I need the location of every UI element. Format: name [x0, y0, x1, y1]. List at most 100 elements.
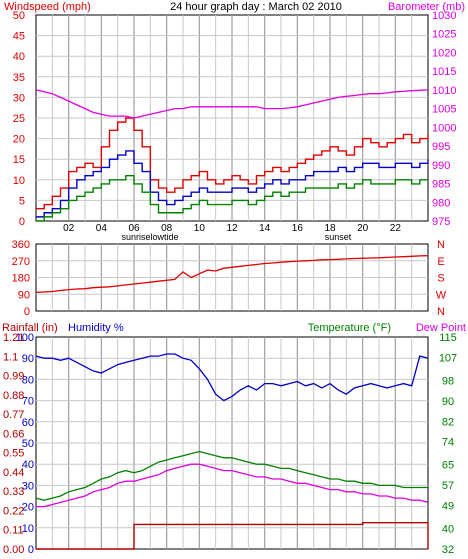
- sunset-label: sunset: [325, 232, 352, 242]
- wind-x-tick-label: 20: [357, 223, 369, 234]
- barometer-tick-label: 975: [432, 216, 450, 228]
- temperature-tick-label: 82: [442, 416, 454, 428]
- dewpoint-axis-title: Dew Point: [416, 322, 466, 334]
- barometer-tick-label: 995: [432, 141, 450, 153]
- windspeed-tick-label: 40: [13, 51, 25, 63]
- rainfall-tick-label: 0.88: [3, 390, 24, 402]
- windspeed-tick-label: 30: [13, 92, 25, 104]
- wind-x-tick-label: 16: [292, 223, 304, 234]
- barometer-tick-label: 1025: [432, 29, 456, 41]
- wind-wind-avg-line: [36, 150, 429, 218]
- direction-tick-label: 180: [12, 273, 30, 285]
- barometer-tick-label: 980: [432, 197, 450, 209]
- rainfall-tick-label: 0.11: [3, 525, 24, 537]
- humidity-tick-label: 90: [22, 353, 34, 365]
- wind-x-tick-label: 06: [128, 223, 140, 234]
- graph-title: 24 hour graph day : March 02 2010: [170, 1, 342, 13]
- compass-point-label: W: [436, 289, 447, 301]
- barometer-tick-label: 1005: [432, 104, 456, 116]
- wind-x-tick-label: 02: [63, 223, 75, 234]
- humidity-tick-label: 30: [22, 480, 34, 492]
- windspeed-tick-label: 25: [13, 113, 25, 125]
- wind-x-tick-label: 18: [324, 223, 336, 234]
- temperature-tick-label: 90: [442, 396, 454, 408]
- rainfall-tick-label: 1.1: [3, 351, 18, 363]
- direction-tick-label: 0: [24, 306, 30, 318]
- compass-point-label: S: [437, 273, 444, 285]
- wind-x-tick-label: 04: [96, 223, 108, 234]
- humidity-tick-label: 10: [22, 523, 34, 535]
- rainfall-tick-label: 0.00: [3, 544, 24, 556]
- sunrise-lowtide-label: sunriselowtide: [121, 232, 178, 242]
- barometer-tick-label: 1020: [432, 47, 456, 59]
- barometer-tick-label: 1000: [432, 122, 456, 134]
- wind-direction-panel: 0 N 90 W 180 S 270 E 360 N: [12, 239, 447, 318]
- humidity-tick-label: 20: [22, 502, 34, 514]
- compass-point-label: E: [437, 256, 444, 268]
- wind-wind-gust-line: [36, 117, 429, 210]
- barometer-tick-label: 1015: [432, 66, 456, 78]
- humidity-axis-title: Humidity %: [68, 322, 124, 334]
- humidity-temperature-panel: 0 10 20 30 40 50 60 70 80 90 100 0.00 0.11 0.22 0.33 0.…: [3, 332, 457, 556]
- rainfall-tick-label: 0.33: [3, 486, 24, 498]
- temperature-tick-label: 74: [442, 437, 454, 449]
- barometer-tick-label: 1030: [432, 10, 456, 22]
- rainfall-tick-label: 0.22: [3, 505, 24, 517]
- wind-x-tick-label: 08: [161, 223, 173, 234]
- barometer-tick-label: 1010: [432, 85, 456, 97]
- humidity-tick-label: 50: [22, 438, 34, 450]
- rainfall-tick-label: 0.66: [3, 428, 24, 440]
- rainfall-tick-label: 0.99: [3, 371, 24, 383]
- compass-point-label: N: [437, 306, 445, 318]
- temperature-tick-label: 115: [439, 332, 457, 344]
- wind-x-tick-label: 22: [390, 223, 402, 234]
- barometer-tick-label: 990: [432, 160, 450, 172]
- temperature-line: [35, 450, 428, 501]
- windspeed-tick-label: 5: [19, 195, 25, 207]
- rainfall-tick-label: 1.21: [3, 332, 24, 344]
- temperature-tick-label: 107: [439, 352, 457, 364]
- rainfall-tick-label: 0.44: [3, 467, 24, 479]
- windspeed-tick-label: 50: [13, 10, 25, 22]
- wind-wind-min-line: [36, 174, 428, 222]
- humidity-tick-label: 60: [22, 417, 34, 429]
- windspeed-tick-label: 10: [13, 175, 25, 187]
- rainfall-tick-label: 0.55: [3, 448, 24, 460]
- windspeed-axis-title: Windspeed (mph): [4, 1, 91, 13]
- windspeed-tick-label: 0: [19, 216, 25, 228]
- rainfall-tick-label: 0.77: [3, 409, 24, 421]
- wind-x-tick-label: 10: [194, 223, 206, 234]
- humidity-tick-label: 0: [28, 544, 34, 556]
- barometer-line: [35, 89, 429, 119]
- wind-x-tick-label: 12: [226, 223, 238, 234]
- temperature-tick-label: 32: [442, 544, 454, 556]
- temperature-tick-label: 40: [442, 524, 454, 536]
- barometer-tick-label: 985: [432, 179, 450, 191]
- wind-x-tick-label: 14: [259, 223, 271, 234]
- humidity-tick-label: 80: [22, 374, 34, 386]
- humidity-tick-label: 40: [22, 459, 34, 471]
- humidity-tick-label: 70: [22, 396, 34, 408]
- rainfall-axis-title: Rainfall (in): [2, 322, 58, 334]
- rainfall-line: [36, 522, 429, 550]
- temperature-tick-label: 98: [442, 375, 454, 387]
- wind-barometer-panel: 0510152025303540455097598098599099510001…: [13, 10, 457, 242]
- direction-tick-label: 360: [12, 239, 30, 251]
- direction-tick-label: 90: [18, 289, 30, 301]
- windspeed-tick-label: 20: [13, 134, 25, 146]
- dew-point-line: [36, 463, 429, 508]
- temperature-tick-label: 65: [442, 460, 454, 472]
- temperature-tick-label: 49: [442, 501, 454, 513]
- humidity-line: [35, 353, 429, 402]
- windspeed-tick-label: 45: [13, 31, 25, 43]
- windspeed-tick-label: 15: [13, 154, 25, 166]
- barometer-axis-title: Barometer (mb): [388, 1, 465, 13]
- compass-point-label: N: [437, 239, 445, 251]
- windspeed-tick-label: 35: [13, 72, 25, 84]
- direction-tick-label: 270: [12, 256, 30, 268]
- temperature-axis-title: Temperature (°F): [308, 322, 391, 334]
- wind-direction-line: [35, 255, 429, 294]
- humidity-tick-label: 100: [16, 332, 34, 344]
- temperature-tick-label: 57: [442, 480, 454, 492]
